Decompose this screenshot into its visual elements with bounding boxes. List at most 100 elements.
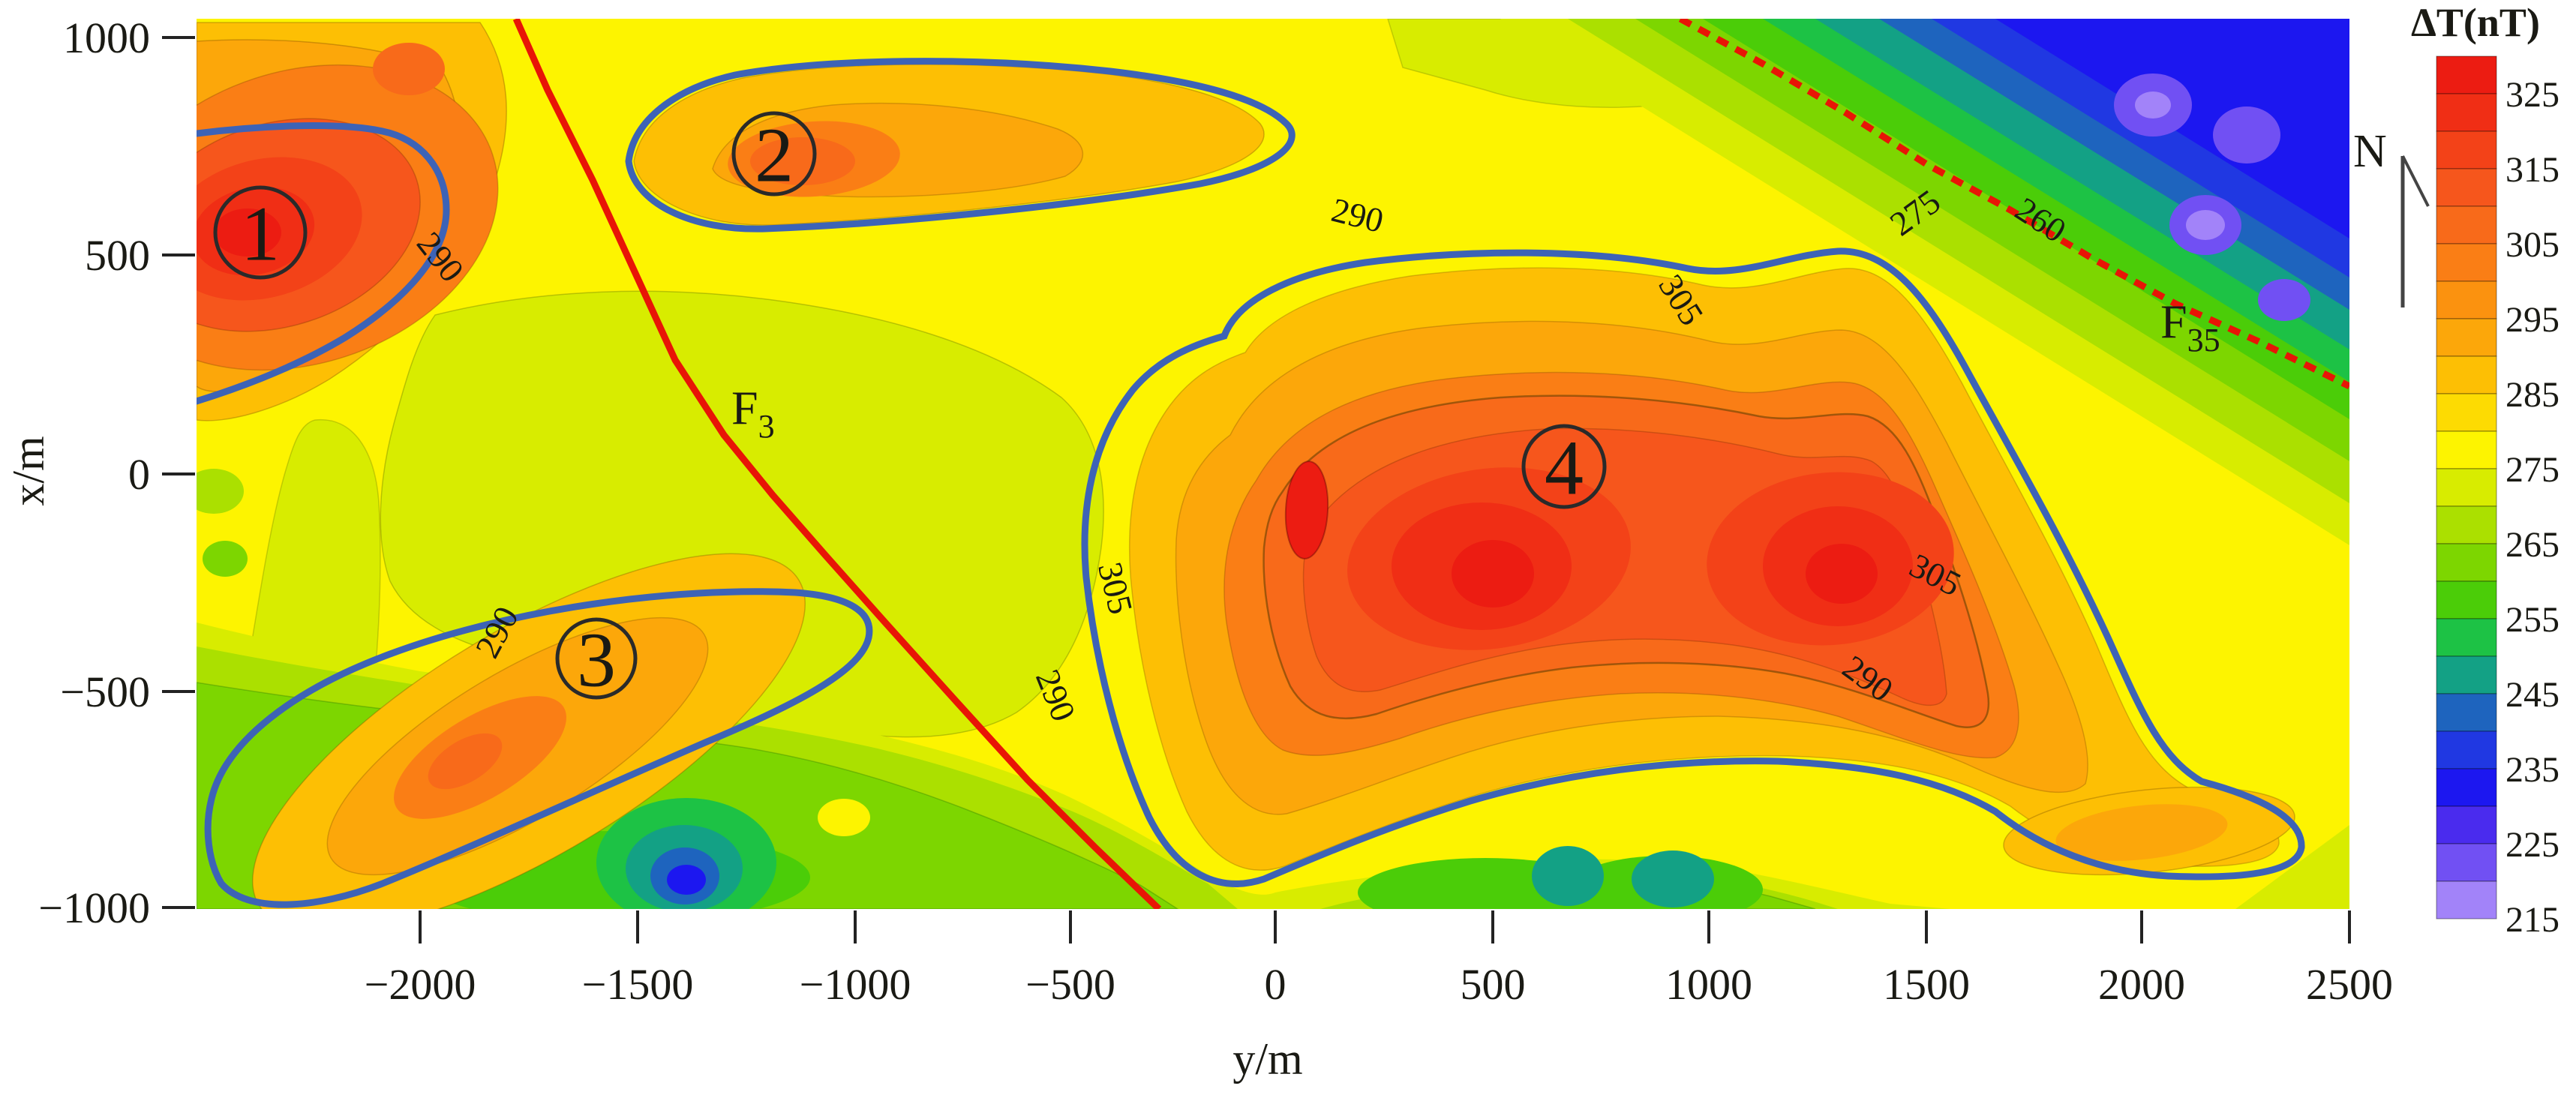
- green-spot-1: [197, 469, 244, 514]
- contour-290-anomaly1: [197, 122, 450, 405]
- cb-label-265: 265: [2505, 525, 2559, 565]
- a1-core: [214, 208, 281, 256]
- bottom-label-m1500: −1500: [582, 960, 694, 1009]
- anomaly-number-3: 3: [577, 616, 616, 703]
- cb-band-2: [2436, 93, 2497, 132]
- bottom-label-1000: 1000: [1665, 960, 1752, 1009]
- cb-label-215: 215: [2505, 900, 2559, 940]
- purple-spot-4: [2258, 279, 2310, 321]
- colorbar-tick-labels: 325 315 305 295 285 275 265 255 245 235 …: [2505, 75, 2559, 940]
- contour-290-anomaly2: [625, 58, 1296, 232]
- bottom-label-m500: −500: [1025, 960, 1115, 1009]
- bottom-label-500: 500: [1461, 960, 1526, 1009]
- cb-label-225: 225: [2505, 825, 2559, 865]
- cb-band-6: [2436, 243, 2497, 282]
- cb-band-11: [2436, 430, 2497, 470]
- cb-label-305: 305: [2505, 225, 2559, 265]
- cb-label-295: 295: [2505, 300, 2559, 340]
- anomaly-circle-1: [213, 185, 308, 280]
- bottom-label-2000: 2000: [2098, 960, 2185, 1009]
- purple-spot-3-core: [2186, 210, 2225, 240]
- left-label-m500: −500: [60, 668, 150, 716]
- y-axis-title: x/m: [4, 436, 53, 506]
- colorbar-bands: [2436, 56, 2497, 920]
- cb-band-1: [2436, 56, 2497, 94]
- low-blob-core: [667, 865, 706, 895]
- left-label-500: 500: [85, 231, 150, 280]
- cb-label-315: 315: [2505, 150, 2559, 190]
- teal-spot-1: [1532, 846, 1604, 906]
- cb-label-245: 245: [2505, 675, 2559, 715]
- fault-label-f3: F3: [731, 381, 775, 445]
- anomaly-number-1: 1: [241, 190, 280, 277]
- cb-band-19: [2436, 730, 2497, 770]
- contour-290-anomaly4: [1081, 248, 2305, 887]
- cb-band-12: [2436, 468, 2497, 507]
- cb-band-8: [2436, 318, 2497, 357]
- fault-labels: F3 F35: [731, 295, 2220, 445]
- cb-band-14: [2436, 543, 2497, 582]
- bottom-label-1500: 1500: [1883, 960, 1970, 1009]
- a3-core: [428, 733, 503, 790]
- contour-290-anomaly3: [204, 588, 873, 908]
- anomaly-markers: 1 2 3 4: [213, 111, 1607, 703]
- a4-core-right: [1806, 544, 1878, 604]
- cb-band-9: [2436, 356, 2497, 394]
- cb-band-15: [2436, 580, 2497, 620]
- bottom-label-2500: 2500: [2306, 960, 2393, 1009]
- bottom-label-m1000: −1000: [800, 960, 911, 1009]
- cb-band-3: [2436, 130, 2497, 170]
- bottom-label-0: 0: [1265, 960, 1286, 1009]
- cb-label-235: 235: [2505, 750, 2559, 790]
- north-arrow-barb: [2401, 155, 2430, 207]
- bottom-axis: [419, 910, 2351, 944]
- green-spot-2: [203, 541, 248, 577]
- cb-label-275: 275: [2505, 450, 2559, 490]
- north-arrow: N: [2353, 126, 2430, 308]
- cb-band-7: [2436, 280, 2497, 320]
- bottom-axis-labels: −2000 −1500 −1000 −500 0 500 1000 1500 2…: [365, 960, 2393, 1084]
- purple-spot-2: [2213, 106, 2280, 164]
- left-axis-labels: 1000 500 0 −500 −1000 x/m: [4, 14, 150, 932]
- north-label: N: [2353, 126, 2387, 177]
- se-corner-yg: [2235, 825, 2349, 909]
- anomaly-circle-4: [1521, 424, 1607, 509]
- cb-band-5: [2436, 206, 2497, 244]
- a2-core: [750, 137, 855, 185]
- anomaly-circle-3: [555, 617, 638, 700]
- cb-band-16: [2436, 618, 2497, 657]
- cb-label-325: 325: [2505, 75, 2559, 115]
- cb-band-20: [2436, 768, 2497, 807]
- cb-band-13: [2436, 506, 2497, 544]
- colorbar-title: ΔT(nT): [2411, 0, 2540, 45]
- purple-spot-1-core: [2135, 92, 2171, 118]
- cb-band-23: [2436, 880, 2497, 920]
- fault-line-f3: [512, 19, 1162, 909]
- cb-band-17: [2436, 656, 2497, 694]
- contour-map: [197, 19, 2349, 909]
- left-label-1000: 1000: [63, 14, 150, 62]
- fault-label-f35: F35: [2160, 295, 2220, 358]
- cb-label-285: 285: [2505, 375, 2559, 415]
- teal-spot-2: [1632, 850, 1714, 908]
- cb-label-255: 255: [2505, 600, 2559, 640]
- left-label-m1000: −1000: [38, 884, 150, 932]
- a1-top-spot: [373, 43, 445, 95]
- colorbar: ΔT(nT) 325 3: [2411, 0, 2559, 940]
- cb-band-21: [2436, 806, 2497, 844]
- left-axis: [162, 36, 195, 909]
- anomaly-number-2: 2: [755, 112, 794, 198]
- fault-line-f35: [1678, 19, 2349, 390]
- cb-band-4: [2436, 168, 2497, 207]
- x-axis-title: y/m: [1232, 1034, 1302, 1084]
- yellow-spot-1: [818, 799, 870, 836]
- se-blob-orange: [2055, 804, 2228, 861]
- cb-band-22: [2436, 843, 2497, 882]
- cb-band-18: [2436, 693, 2497, 732]
- anomaly-circle-2: [731, 111, 817, 196]
- cb-band-10: [2436, 393, 2497, 432]
- left-label-0: 0: [128, 450, 150, 499]
- a4-teardrop: [1284, 460, 1329, 560]
